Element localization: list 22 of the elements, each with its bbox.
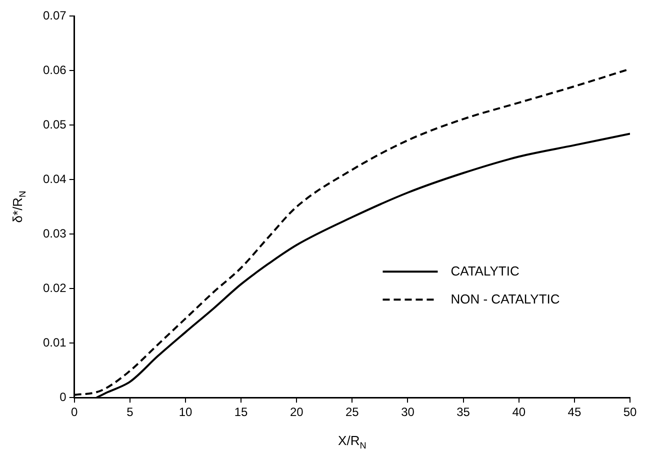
x-tick-label: 0 — [71, 405, 78, 420]
y-tick-label: 0 — [60, 390, 67, 404]
x-tick-label: 15 — [234, 405, 248, 420]
x-tick-label: 10 — [178, 405, 192, 420]
x-tick-label: 20 — [290, 405, 304, 420]
legend-label: CATALYTIC — [450, 263, 520, 278]
y-tick-label: 0.01 — [42, 335, 67, 350]
y-tick-label: 0.03 — [42, 226, 67, 240]
y-axis-title: δ*/RN — [10, 190, 28, 223]
x-tick-label: 40 — [512, 405, 526, 420]
x-tick-label: 35 — [456, 405, 470, 420]
x-tick-label: 50 — [623, 405, 637, 420]
y-tick-label: 0.05 — [42, 117, 67, 132]
x-tick-label: 25 — [346, 405, 360, 420]
y-tick-label: 0.04 — [42, 172, 67, 186]
x-tick-label: 45 — [568, 405, 582, 420]
y-tick-label: 0.02 — [42, 280, 67, 295]
legend-label: NON - CATALYTIC — [450, 291, 560, 306]
x-tick-label: 30 — [401, 405, 415, 420]
y-tick-label: 0.06 — [42, 62, 67, 77]
y-tick-label: 0.07 — [42, 8, 67, 22]
x-tick-label: 5 — [126, 405, 134, 420]
